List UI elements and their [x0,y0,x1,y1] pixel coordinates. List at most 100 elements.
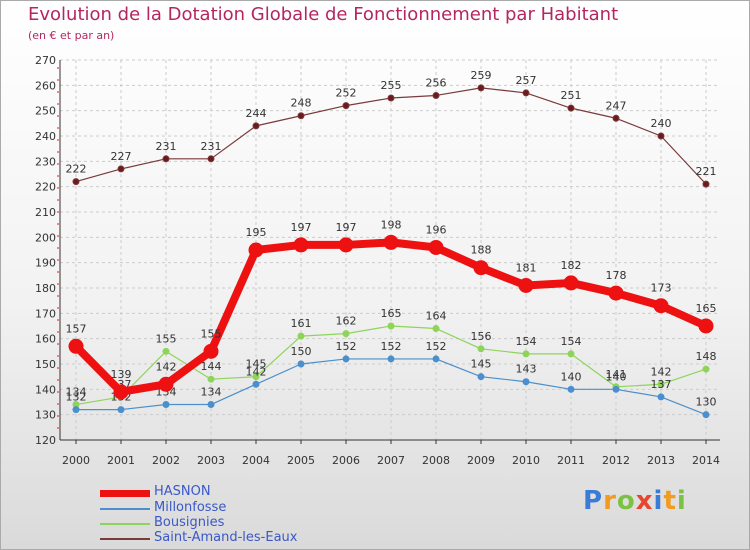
logo-letter: r [603,486,617,516]
proxiti-logo: Proxiti [583,486,687,516]
data-point-saint-amand-les-eaux [477,84,485,92]
data-point-saint-amand-les-eaux [207,155,215,163]
logo-letter: i [676,486,687,516]
y-tick-label: 240 [35,130,56,143]
data-point-hasnon [518,277,534,293]
data-label-bousignies: 155 [156,332,177,345]
data-label-saint-amand-les-eaux: 227 [111,150,132,163]
data-point-saint-amand-les-eaux [297,112,305,120]
data-point-bousignies [657,380,665,388]
legend-item-bousignies[interactable]: Bousignies [100,515,360,531]
data-label-millonfosse: 150 [291,345,312,358]
data-label-millonfosse: 142 [246,365,267,378]
legend-label-saint-amand: Saint-Amand-les-Eaux [154,530,298,545]
data-label-bousignies: 154 [516,335,537,348]
data-label-saint-amand-les-eaux: 255 [381,79,402,92]
data-point-bousignies [702,365,710,373]
data-label-hasnon: 155 [201,327,222,340]
data-point-saint-amand-les-eaux [342,102,350,110]
data-label-bousignies: 148 [696,350,717,363]
logo-letter: t [663,486,677,516]
data-label-hasnon: 197 [291,221,312,234]
y-tick-label: 120 [35,434,56,447]
legend-label-hasnon: HASNON [154,484,211,499]
legend-swatch-bousignies [100,523,150,525]
data-label-bousignies: 161 [291,317,312,330]
data-point-hasnon [608,285,624,301]
data-label-millonfosse: 134 [201,386,222,399]
data-label-hasnon: 197 [336,221,357,234]
data-point-millonfosse [567,385,575,393]
x-tick-label: 2007 [377,454,405,467]
legend-label-bousignies: Bousignies [154,515,225,530]
x-tick-label: 2009 [467,454,495,467]
x-tick-label: 2010 [512,454,540,467]
data-label-hasnon: 188 [471,244,492,257]
legend-item-hasnon[interactable]: HASNON [100,484,360,500]
legend-item-saint-amand[interactable]: Saint-Amand-les-Eaux [100,530,360,546]
y-tick-label: 230 [35,155,56,168]
y-tick-label: 150 [35,358,56,371]
data-point-bousignies [567,350,575,358]
legend-swatch-millonfosse [100,508,150,510]
y-tick-label: 220 [35,181,56,194]
data-point-saint-amand-les-eaux [612,114,620,122]
x-tick-label: 2013 [647,454,675,467]
legend-swatch-hasnon [100,490,150,497]
y-tick-label: 180 [35,282,56,295]
data-label-saint-amand-les-eaux: 248 [291,97,312,110]
data-label-hasnon: 195 [246,226,267,239]
data-label-hasnon: 142 [156,360,177,373]
data-label-bousignies: 145 [246,358,267,371]
data-point-millonfosse [72,406,80,414]
data-label-bousignies: 164 [426,310,447,323]
data-label-millonfosse: 140 [561,370,582,383]
data-point-hasnon [698,318,714,334]
data-label-bousignies: 156 [471,330,492,343]
data-point-bousignies [522,350,530,358]
x-tick-label: 2014 [692,454,720,467]
data-point-millonfosse [162,401,170,409]
data-point-millonfosse [657,393,665,401]
data-label-saint-amand-les-eaux: 257 [516,74,537,87]
y-tick-label: 250 [35,105,56,118]
x-tick-label: 2004 [242,454,270,467]
data-label-bousignies: 141 [606,368,627,381]
data-label-millonfosse: 137 [651,378,672,391]
data-point-hasnon [563,275,579,291]
data-label-millonfosse: 152 [381,340,402,353]
data-point-millonfosse [342,355,350,363]
data-point-hasnon [248,242,264,258]
x-tick-label: 2006 [332,454,360,467]
x-tick-label: 2002 [152,454,180,467]
data-point-saint-amand-les-eaux [117,165,125,173]
data-point-hasnon [68,338,84,354]
data-point-saint-amand-les-eaux [432,91,440,99]
data-label-saint-amand-les-eaux: 251 [561,89,582,102]
data-label-bousignies: 154 [561,335,582,348]
data-point-millonfosse [522,378,530,386]
data-label-hasnon: 157 [66,322,87,335]
data-label-saint-amand-les-eaux: 240 [651,117,672,130]
data-label-millonfosse: 152 [336,340,357,353]
data-label-saint-amand-les-eaux: 259 [471,69,492,82]
x-tick-label: 2005 [287,454,315,467]
x-tick-label: 2011 [557,454,585,467]
data-label-bousignies: 165 [381,307,402,320]
data-point-hasnon [473,260,489,276]
data-point-hasnon [203,343,219,359]
data-point-bousignies [387,322,395,330]
data-point-hasnon [293,237,309,253]
data-point-bousignies [207,375,215,383]
data-point-hasnon [653,298,669,314]
logo-letter: x [635,486,654,516]
y-tick-label: 170 [35,307,56,320]
legend-item-millonfosse[interactable]: Millonfosse [100,500,360,516]
data-label-millonfosse: 132 [66,391,87,404]
y-tick-label: 200 [35,231,56,244]
x-tick-label: 2000 [62,454,90,467]
data-label-saint-amand-les-eaux: 221 [696,165,717,178]
data-point-millonfosse [252,380,260,388]
